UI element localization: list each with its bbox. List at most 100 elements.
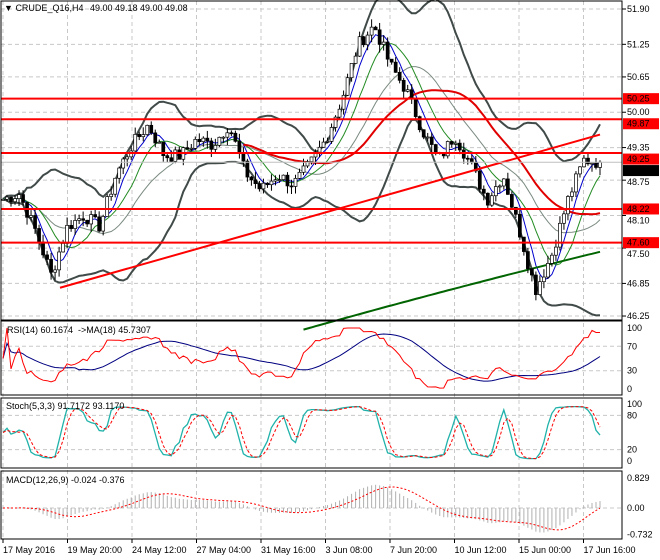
time-axis-label: 31 May 16:00 [261,545,316,555]
level-price-tag [623,118,659,130]
candle-body [205,137,210,142]
candle-body [514,206,518,215]
candle-body [534,274,538,295]
candle-body [445,141,450,157]
rsi-axis-label: 30 [627,366,637,376]
pane-border [0,397,623,469]
current-price-label: 49.08 [627,166,650,176]
candle-body [429,136,434,145]
candle-body [165,155,170,159]
candle-body [578,166,582,175]
candle-body [5,196,9,200]
current-price-tag [623,165,659,177]
dropdown-triangle-icon[interactable]: ▼ [4,3,13,13]
candle-body [213,145,218,150]
time-axis-label: 7 Jun 20:00 [390,545,437,555]
candle-body [1,198,5,201]
candle-body [197,138,202,143]
candle-body [554,246,558,256]
candle-body [542,276,546,283]
candle-body [510,194,514,208]
level-price-tag [623,153,659,165]
candle-body [457,142,462,151]
candle-body [133,133,138,152]
time-axis-label: 15 Jun 00:00 [519,545,571,555]
candle-body [101,216,106,232]
rsi-axis-label: 70 [627,341,637,351]
candle-body [169,157,174,162]
pane-border [0,0,623,321]
price-axis-label: 46.85 [627,278,650,288]
candle-body [73,220,77,229]
candle-body [409,89,414,99]
candle-body [29,215,33,218]
candle-body [37,228,41,243]
candle-body [433,144,438,153]
candle-body [65,224,69,244]
candle-body [333,116,338,128]
price-axis-label: 48.10 [627,215,650,225]
candle-body [77,218,81,221]
candle-body [465,157,470,160]
level-price-label: 49.87 [627,119,650,129]
candle-body [353,55,358,64]
stoch-axis-label: 80 [627,410,637,420]
bollinger-upper [2,0,601,201]
candle-body [289,185,294,188]
candle-body [281,174,286,180]
time-axis-label: 17 May 2016 [3,545,55,555]
candle-body [85,219,89,225]
candle-body [586,157,590,165]
candle-body [233,132,238,142]
price-axis-label: 49.35 [627,143,650,153]
price-axis-label: 51.90 [627,4,650,14]
candle-body [317,146,322,153]
candle-body [97,216,102,232]
candle-body [449,141,454,145]
candle-body [389,58,394,63]
macd-axis-label: -0.732 [627,529,653,539]
candle-body [325,141,330,143]
candle-body [570,191,574,197]
candle-body [185,147,190,150]
candle-body [305,161,310,167]
candle-body [566,196,570,215]
level-price-tag [623,237,659,249]
rsi-axis-label: 0 [627,384,632,394]
price-axis-label: 46.25 [627,311,650,321]
candle-body [453,142,458,145]
candle-body [193,138,198,149]
candle-body [57,251,61,271]
level-price-label: 49.25 [627,154,650,164]
candle-body [161,141,166,157]
candle-body [381,41,386,45]
level-price-label: 47.60 [627,238,650,248]
stoch-axis-label: 20 [627,445,637,455]
trendline [59,133,601,289]
level-price-label: 50.25 [627,94,650,104]
candle-body [269,180,274,186]
candle-body [137,133,142,138]
candle-body [293,178,298,187]
level-price-tag [623,93,659,105]
pane-border [0,470,623,540]
candle-body [93,214,98,218]
ohlc-values: 49.00 49.18 49.00 49.08 [89,3,188,13]
stoch-label: Stoch(5,3,3) 91.7172 93.1170 [6,401,125,411]
candle-body [413,97,418,117]
candle-body [337,108,342,118]
candle-body [221,136,226,139]
rsi-axis-label: 100 [627,323,642,333]
rsi-ma-line [2,333,601,382]
candle-body [245,160,250,178]
candle-body [393,61,398,73]
chart-header: ▼ CRUDE_Q16,H4 49.00 49.18 49.00 49.08 [4,3,188,13]
candle-body [277,179,282,181]
candle-body [562,213,566,224]
candle-body [373,26,378,31]
candle-body [253,179,258,184]
candle-body [9,196,13,203]
candle-body [217,136,222,146]
